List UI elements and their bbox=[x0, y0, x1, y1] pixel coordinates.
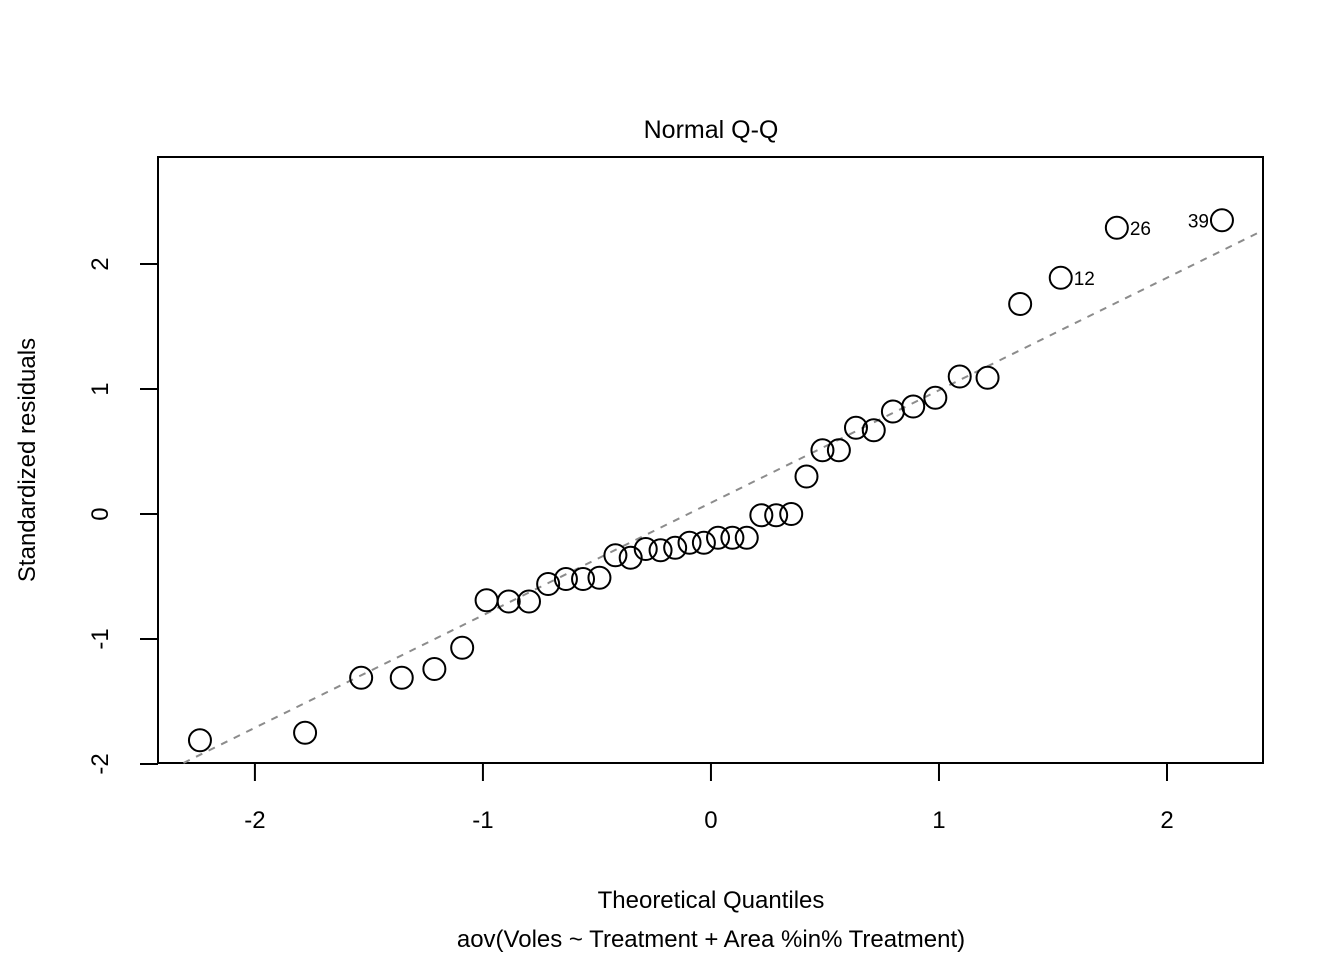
y-tick-label: 1 bbox=[87, 382, 114, 395]
data-point bbox=[779, 502, 804, 526]
y-tick-label: -2 bbox=[87, 753, 114, 774]
x-tick-label: -1 bbox=[472, 807, 493, 834]
data-point bbox=[603, 543, 628, 568]
data-point bbox=[450, 635, 475, 660]
y-tick-label: 2 bbox=[87, 257, 114, 270]
data-point bbox=[794, 464, 819, 489]
point-id-label: 26 bbox=[1130, 219, 1151, 240]
data-point bbox=[861, 418, 886, 443]
data-point bbox=[1048, 265, 1073, 290]
data-point bbox=[474, 588, 499, 613]
data-point bbox=[810, 438, 835, 463]
data-point bbox=[901, 394, 926, 419]
data-point bbox=[633, 537, 658, 561]
data-point bbox=[587, 565, 612, 590]
data-point bbox=[496, 589, 521, 614]
data-point bbox=[516, 589, 541, 614]
qq-reference-line bbox=[183, 229, 1264, 764]
data-point bbox=[975, 365, 1000, 390]
data-point bbox=[571, 567, 596, 591]
point-id-label: 12 bbox=[1074, 269, 1095, 290]
point-id-label: 39 bbox=[1188, 211, 1209, 232]
data-point bbox=[677, 530, 702, 555]
data-point bbox=[389, 665, 414, 690]
x-tick-label: 2 bbox=[1160, 807, 1173, 834]
data-point bbox=[923, 385, 948, 410]
y-tick-label: 0 bbox=[87, 507, 114, 520]
data-point bbox=[1104, 215, 1129, 240]
chart-title: Normal Q-Q bbox=[644, 116, 779, 144]
data-point bbox=[422, 657, 447, 681]
x-tick-label: -2 bbox=[244, 807, 265, 834]
data-point bbox=[734, 525, 759, 550]
plot-border bbox=[157, 156, 1264, 764]
data-point bbox=[1209, 208, 1234, 233]
data-point bbox=[663, 535, 688, 560]
data-point bbox=[536, 572, 561, 596]
data-point bbox=[648, 538, 673, 563]
x-axis-label: Theoretical Quantiles bbox=[598, 887, 825, 914]
data-point bbox=[720, 525, 745, 550]
data-point bbox=[1008, 292, 1033, 316]
data-point bbox=[947, 364, 972, 389]
data-point bbox=[293, 720, 318, 745]
x-tick-label: 0 bbox=[704, 807, 717, 834]
data-point bbox=[843, 415, 868, 440]
data-point bbox=[764, 503, 789, 528]
x-axis-sublabel: aov(Voles ~ Treatment + Area %in% Treatm… bbox=[457, 926, 965, 953]
y-axis-label: Standardized residuals bbox=[14, 338, 41, 582]
data-point bbox=[880, 399, 905, 424]
data-point bbox=[691, 530, 716, 555]
y-tick-label: -1 bbox=[87, 628, 114, 649]
data-point bbox=[187, 728, 212, 753]
data-point bbox=[826, 438, 851, 463]
data-point bbox=[618, 545, 643, 570]
data-point bbox=[706, 525, 731, 550]
data-point bbox=[349, 665, 374, 690]
data-point bbox=[553, 567, 578, 591]
x-tick-label: 1 bbox=[932, 807, 945, 834]
data-point bbox=[749, 503, 774, 528]
